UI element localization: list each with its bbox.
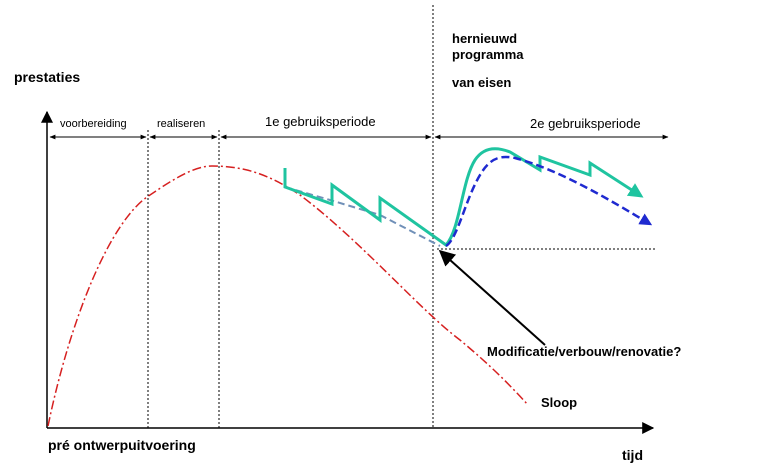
y-axis-label: prestaties bbox=[14, 69, 80, 85]
lifecycle-curve bbox=[47, 165, 529, 427]
phase-label-2: realiseren bbox=[157, 118, 205, 130]
trend-dashed-2 bbox=[445, 155, 653, 248]
x-axis-label: tijd bbox=[622, 447, 643, 463]
modification-arrow bbox=[438, 249, 546, 346]
new-requirements-line-1: hernieuwd bbox=[452, 31, 517, 46]
new-requirements-line-3: van eisen bbox=[452, 75, 511, 90]
new-requirements-line-2: programma bbox=[452, 47, 524, 62]
origin-label: pré ontwerpuitvoering bbox=[48, 437, 196, 453]
trend-dashed-1 bbox=[284, 186, 441, 247]
phase-label-3: 1e gebruiksperiode bbox=[265, 114, 376, 129]
phase-label-4: 2e gebruiksperiode bbox=[530, 116, 641, 131]
modification-label: Modificatie/verbouw/renovatie? bbox=[487, 344, 681, 359]
demolition-label: Sloop bbox=[541, 395, 577, 410]
phase-label-1: voorbereiding bbox=[60, 118, 127, 130]
maintenance-line bbox=[283, 147, 644, 247]
